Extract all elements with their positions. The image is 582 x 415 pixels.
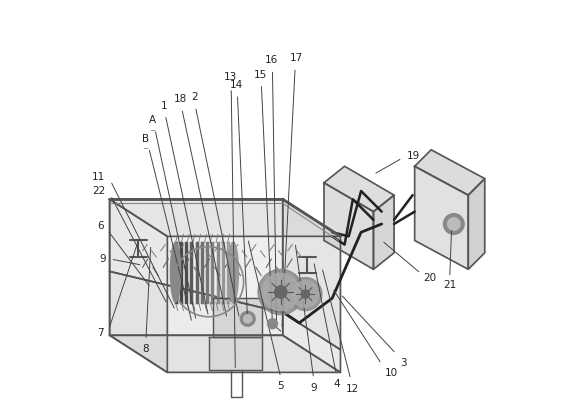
- Polygon shape: [109, 199, 283, 312]
- Text: 1: 1: [161, 100, 168, 111]
- Text: 11: 11: [93, 171, 105, 182]
- Text: B: B: [143, 134, 150, 144]
- Circle shape: [292, 281, 318, 307]
- Polygon shape: [414, 150, 485, 195]
- Text: 7: 7: [97, 328, 104, 338]
- Polygon shape: [324, 183, 374, 269]
- Text: 10: 10: [385, 368, 398, 378]
- Polygon shape: [414, 166, 469, 269]
- Polygon shape: [212, 298, 262, 337]
- Text: 20: 20: [423, 273, 436, 283]
- Text: A: A: [150, 115, 157, 125]
- Circle shape: [268, 319, 278, 329]
- Circle shape: [275, 286, 287, 298]
- Text: 5: 5: [278, 381, 284, 391]
- Text: __: __: [143, 144, 148, 149]
- Circle shape: [240, 311, 255, 326]
- Ellipse shape: [171, 242, 181, 302]
- Text: 16: 16: [265, 55, 278, 65]
- Text: __: __: [150, 126, 155, 131]
- Text: 18: 18: [174, 95, 187, 105]
- Polygon shape: [283, 312, 340, 372]
- Polygon shape: [109, 199, 340, 237]
- Text: 12: 12: [345, 383, 359, 393]
- Circle shape: [301, 290, 310, 298]
- Text: 6: 6: [97, 221, 104, 231]
- Text: 13: 13: [223, 72, 237, 82]
- Circle shape: [448, 218, 460, 230]
- Polygon shape: [283, 199, 340, 350]
- Polygon shape: [374, 195, 394, 269]
- Circle shape: [258, 269, 303, 315]
- Text: 9: 9: [100, 254, 107, 264]
- Polygon shape: [109, 335, 340, 372]
- Circle shape: [244, 315, 252, 323]
- Circle shape: [289, 278, 322, 310]
- Polygon shape: [324, 166, 394, 212]
- Text: 22: 22: [93, 186, 105, 196]
- Text: 9: 9: [310, 383, 317, 393]
- Ellipse shape: [228, 242, 239, 302]
- Polygon shape: [109, 271, 283, 335]
- Text: 8: 8: [143, 344, 149, 354]
- Text: 17: 17: [289, 53, 303, 63]
- Text: 14: 14: [230, 80, 243, 90]
- Polygon shape: [109, 199, 168, 372]
- Polygon shape: [208, 337, 262, 370]
- Text: 2: 2: [191, 93, 198, 103]
- Text: 3: 3: [400, 358, 407, 368]
- Circle shape: [443, 214, 464, 234]
- Text: 4: 4: [334, 378, 340, 388]
- Text: 21: 21: [443, 280, 456, 290]
- Polygon shape: [469, 178, 485, 269]
- Circle shape: [262, 273, 299, 310]
- Text: 15: 15: [253, 70, 267, 80]
- Text: 19: 19: [406, 151, 420, 161]
